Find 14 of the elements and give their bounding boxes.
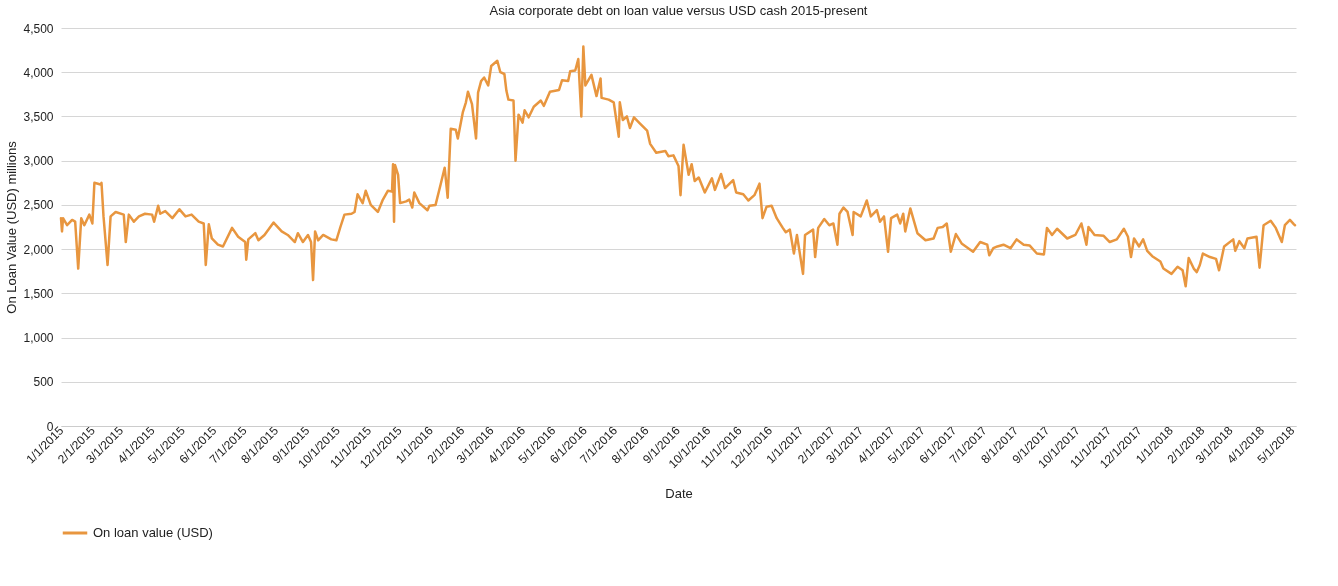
y-tick-label: 3,500 [23, 109, 54, 124]
y-tick-label: 2,500 [23, 198, 54, 213]
y-axis-title: On Loan Value (USD) millions [4, 140, 20, 314]
y-tick-label: 3,000 [23, 154, 54, 169]
x-axis-title: Date [665, 486, 693, 502]
line-series [59, 45, 1297, 288]
y-tick-label: 4,500 [23, 21, 54, 36]
y-tick-label: 4,000 [23, 65, 54, 80]
y-tick-label: 500 [33, 375, 54, 390]
y-tick-label: 1,500 [23, 286, 54, 301]
y-tick-label: 2,000 [23, 242, 54, 257]
chart-title: Asia corporate debt on loan value versus USD cash 2015-present [489, 3, 868, 18]
y-tick-label: 1,000 [23, 331, 54, 346]
legend-label: On loan value (USD) [93, 525, 213, 540]
